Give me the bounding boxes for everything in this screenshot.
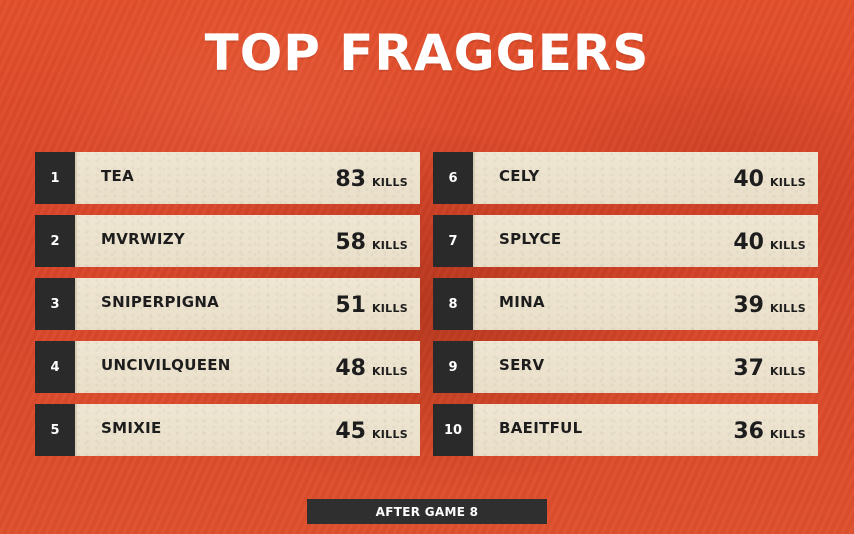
player-plate: BAEITFUL 36 KILLS	[475, 404, 818, 456]
page-title: TOP FRAGGERS	[204, 24, 650, 82]
rank-number: 1	[35, 152, 77, 204]
player-name: SPLYCE	[499, 230, 562, 248]
leaderboard-column-right: 6 CELY 40 KILLS 7 SPLYCE 40 KILLS 8 MINA…	[433, 152, 818, 467]
kills-group: 36 KILLS	[733, 419, 806, 444]
kills-value: 36	[733, 418, 764, 444]
kills-unit: KILLS	[371, 175, 408, 189]
kills-group: 51 KILLS	[335, 293, 408, 318]
kills-group: 40 KILLS	[733, 167, 806, 192]
kills-unit: KILLS	[769, 301, 806, 315]
kills-unit: KILLS	[769, 238, 806, 252]
rank-number: 10	[433, 404, 475, 456]
kills-unit: KILLS	[371, 427, 408, 441]
kills-unit: KILLS	[769, 427, 806, 441]
kills-value: 83	[335, 166, 366, 192]
rank-number: 6	[433, 152, 475, 204]
leaderboard-row: 5 SMIXIE 45 KILLS	[35, 404, 420, 456]
kills-value: 51	[335, 292, 366, 318]
player-plate: TEA 83 KILLS	[77, 152, 420, 204]
kills-group: 39 KILLS	[733, 293, 806, 318]
kills-unit: KILLS	[769, 364, 806, 378]
kills-unit: KILLS	[769, 175, 806, 189]
rank-number: 7	[433, 215, 475, 267]
player-name: BAEITFUL	[499, 419, 583, 437]
player-name: TEA	[101, 167, 134, 185]
player-name: SERV	[499, 356, 545, 374]
rank-number: 3	[35, 278, 77, 330]
kills-value: 40	[733, 229, 764, 255]
after-game-label: AFTER GAME 8	[307, 499, 547, 524]
leaderboard-row: 9 SERV 37 KILLS	[433, 341, 818, 393]
leaderboard-row: 4 UNCIVILQUEEN 48 KILLS	[35, 341, 420, 393]
rank-number: 5	[35, 404, 77, 456]
player-name: MINA	[499, 293, 545, 311]
player-name: SMIXIE	[101, 419, 162, 437]
player-plate: MVRWIZY 58 KILLS	[77, 215, 420, 267]
kills-group: 40 KILLS	[733, 230, 806, 255]
player-name: SNIPERPIGNA	[101, 293, 220, 311]
kills-unit: KILLS	[371, 364, 408, 378]
leaderboard-row: 6 CELY 40 KILLS	[433, 152, 818, 204]
kills-group: 83 KILLS	[335, 167, 408, 192]
leaderboard-row: 8 MINA 39 KILLS	[433, 278, 818, 330]
kills-value: 58	[335, 229, 366, 255]
leaderboard-row: 2 MVRWIZY 58 KILLS	[35, 215, 420, 267]
kills-unit: KILLS	[371, 301, 408, 315]
kills-value: 48	[335, 355, 366, 381]
player-plate: SMIXIE 45 KILLS	[77, 404, 420, 456]
kills-value: 37	[733, 355, 764, 381]
player-name: MVRWIZY	[101, 230, 186, 248]
player-plate: UNCIVILQUEEN 48 KILLS	[77, 341, 420, 393]
player-plate: MINA 39 KILLS	[475, 278, 818, 330]
rank-number: 4	[35, 341, 77, 393]
kills-value: 45	[335, 418, 366, 444]
kills-unit: KILLS	[371, 238, 408, 252]
kills-value: 40	[733, 166, 764, 192]
player-plate: CELY 40 KILLS	[475, 152, 818, 204]
leaderboard-row: 3 SNIPERPIGNA 51 KILLS	[35, 278, 420, 330]
kills-value: 39	[733, 292, 764, 318]
player-plate: SERV 37 KILLS	[475, 341, 818, 393]
rank-number: 8	[433, 278, 475, 330]
kills-group: 37 KILLS	[733, 356, 806, 381]
kills-group: 58 KILLS	[335, 230, 408, 255]
kills-group: 45 KILLS	[335, 419, 408, 444]
rank-number: 2	[35, 215, 77, 267]
player-plate: SNIPERPIGNA 51 KILLS	[77, 278, 420, 330]
leaderboard-column-left: 1 TEA 83 KILLS 2 MVRWIZY 58 KILLS 3 SNIP…	[35, 152, 420, 467]
leaderboard-row: 1 TEA 83 KILLS	[35, 152, 420, 204]
leaderboard-row: 10 BAEITFUL 36 KILLS	[433, 404, 818, 456]
player-name: CELY	[499, 167, 540, 185]
leaderboard-row: 7 SPLYCE 40 KILLS	[433, 215, 818, 267]
kills-group: 48 KILLS	[335, 356, 408, 381]
player-plate: SPLYCE 40 KILLS	[475, 215, 818, 267]
player-name: UNCIVILQUEEN	[101, 356, 231, 374]
rank-number: 9	[433, 341, 475, 393]
